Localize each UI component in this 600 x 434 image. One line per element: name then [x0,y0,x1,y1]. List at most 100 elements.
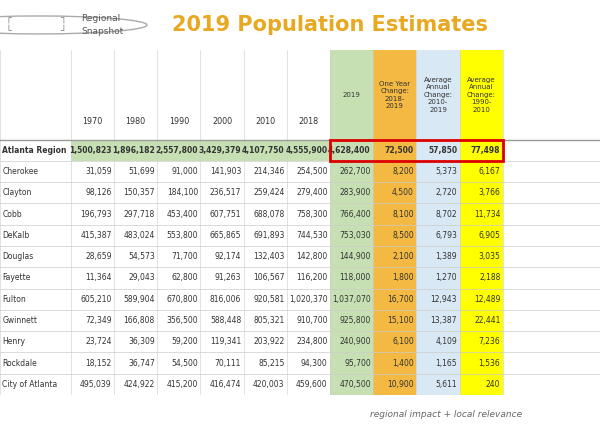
Text: 85,215: 85,215 [258,358,284,368]
Text: Fayette: Fayette [2,273,31,283]
Text: 805,321: 805,321 [253,316,284,325]
Text: Cobb: Cobb [2,210,22,219]
Text: Fulton: Fulton [2,295,26,304]
Text: 1,800: 1,800 [392,273,414,283]
Bar [200,50,244,140]
Bar [244,50,287,140]
Bar [114,50,157,140]
Text: 184,100: 184,100 [167,188,198,197]
Text: 236,517: 236,517 [210,188,241,197]
Text: 214,346: 214,346 [253,167,284,176]
Text: 2019 Population Estimates: 2019 Population Estimates [172,15,488,35]
Text: 589,904: 589,904 [124,295,155,304]
Text: 8,702: 8,702 [436,210,457,219]
Text: One Year
Change:
2018-
2019: One Year Change: 2018- 2019 [379,81,410,109]
Text: 11,364: 11,364 [85,273,112,283]
Text: 1990: 1990 [169,117,189,126]
Text: 57,850: 57,850 [428,146,457,155]
Text: 4,628,400: 4,628,400 [328,146,371,155]
Text: 11,734: 11,734 [474,210,500,219]
Text: 259,424: 259,424 [253,188,284,197]
Text: 483,024: 483,024 [124,231,155,240]
Text: 77,498: 77,498 [471,146,500,155]
Text: 8,200: 8,200 [392,167,414,176]
Text: 453,400: 453,400 [166,210,198,219]
Text: 588,448: 588,448 [210,316,241,325]
Bar [330,50,373,395]
Text: 1,037,070: 1,037,070 [332,295,371,304]
Bar [287,50,330,140]
Bar [287,140,330,161]
Text: 119,341: 119,341 [210,337,241,346]
Text: Snapshot: Snapshot [81,27,123,36]
Text: 91,000: 91,000 [172,167,198,176]
Text: 4,500: 4,500 [392,188,414,197]
Bar [0,50,71,140]
Text: 196,793: 196,793 [80,210,112,219]
Text: 51,699: 51,699 [128,167,155,176]
Text: 1,536: 1,536 [479,358,500,368]
Text: Atlanta Region: Atlanta Region [2,146,67,155]
Text: 95,700: 95,700 [344,358,371,368]
Text: 470,500: 470,500 [339,380,371,389]
Text: DeKalb: DeKalb [2,231,29,240]
Text: 415,200: 415,200 [167,380,198,389]
Bar [157,50,200,140]
Text: 3,035: 3,035 [479,252,500,261]
Text: 691,893: 691,893 [253,231,284,240]
Text: 607,751: 607,751 [210,210,241,219]
Text: Henry: Henry [2,337,25,346]
Bar [200,140,244,161]
Text: 54,500: 54,500 [171,358,198,368]
Text: 118,000: 118,000 [340,273,371,283]
Bar [460,50,503,395]
Bar [157,140,200,161]
Text: 59,200: 59,200 [172,337,198,346]
Text: ARC: ARC [14,405,52,424]
Text: 10,900: 10,900 [388,380,414,389]
Text: 4,109: 4,109 [436,337,457,346]
Text: 116,200: 116,200 [296,273,328,283]
Text: 15,100: 15,100 [388,316,414,325]
Text: 36,309: 36,309 [128,337,155,346]
Text: 62,800: 62,800 [172,273,198,283]
Text: Regional: Regional [81,14,120,23]
Text: 70,111: 70,111 [215,358,241,368]
Text: 605,210: 605,210 [80,295,112,304]
Text: 1,500,823: 1,500,823 [69,146,112,155]
Text: 2019: 2019 [343,92,361,98]
Text: 766,400: 766,400 [339,210,371,219]
Bar [330,140,503,161]
Text: 279,400: 279,400 [296,188,328,197]
Text: 3,766: 3,766 [479,188,500,197]
Text: 4,107,750: 4,107,750 [242,146,284,155]
Text: 240,900: 240,900 [340,337,371,346]
Text: 28,659: 28,659 [85,252,112,261]
Text: 240: 240 [486,380,500,389]
Text: 665,865: 665,865 [210,231,241,240]
Text: 758,300: 758,300 [296,210,328,219]
Text: 8,500: 8,500 [392,231,414,240]
Text: 1,896,182: 1,896,182 [112,146,155,155]
Text: 670,800: 670,800 [167,295,198,304]
Text: 12,489: 12,489 [474,295,500,304]
Text: 142,800: 142,800 [296,252,328,261]
Text: 22,441: 22,441 [474,316,500,325]
Text: 13,387: 13,387 [431,316,457,325]
Text: 36,747: 36,747 [128,358,155,368]
Text: 150,357: 150,357 [124,188,155,197]
Text: ┘: ┘ [60,26,66,36]
Bar [416,50,460,395]
Text: 910,700: 910,700 [296,316,328,325]
Text: 23,724: 23,724 [85,337,112,346]
Text: 6,100: 6,100 [392,337,414,346]
Text: 18,152: 18,152 [85,358,112,368]
Text: 6,167: 6,167 [479,167,500,176]
Text: Cherokee: Cherokee [2,167,38,176]
Text: 5,373: 5,373 [436,167,457,176]
Text: 54,573: 54,573 [128,252,155,261]
Text: 2,100: 2,100 [392,252,414,261]
Text: +: + [569,404,589,424]
Text: 234,800: 234,800 [296,337,328,346]
Bar [71,50,114,140]
